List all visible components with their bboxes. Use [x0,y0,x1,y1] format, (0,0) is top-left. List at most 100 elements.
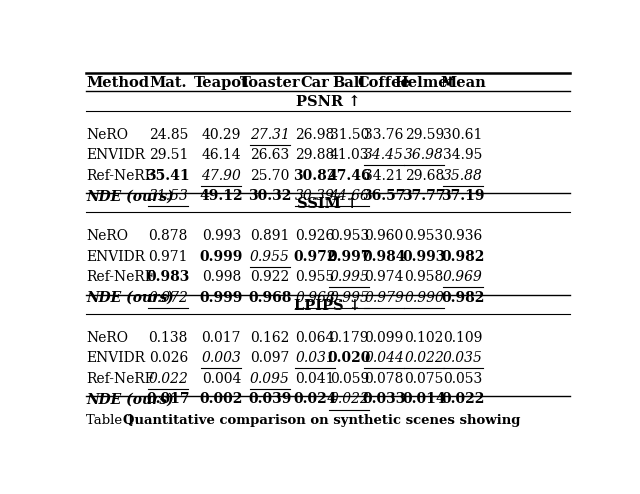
Text: NDE (ours): NDE (ours) [86,392,173,407]
Text: 41.03: 41.03 [330,148,369,162]
Text: Method: Method [86,76,149,89]
Text: 35.88: 35.88 [443,169,483,183]
Text: 35.41: 35.41 [147,169,190,183]
Text: 0.995: 0.995 [330,291,369,305]
Text: 0.017: 0.017 [202,331,241,345]
Text: 0.997: 0.997 [328,250,371,264]
Text: 0.955: 0.955 [296,270,335,285]
Text: 40.29: 40.29 [202,128,241,142]
Text: 30.39: 30.39 [295,189,335,204]
Text: Table 1.: Table 1. [86,414,147,427]
Text: NeRO: NeRO [86,331,128,345]
Text: 47.46: 47.46 [328,169,371,183]
Text: 0.971: 0.971 [148,250,188,264]
Text: 27.31: 27.31 [250,128,290,142]
Text: 30.61: 30.61 [444,128,483,142]
Text: 0.968: 0.968 [295,291,335,305]
Text: Ball: Ball [333,76,366,89]
Text: NeRO: NeRO [86,229,128,243]
Text: 0.162: 0.162 [250,331,290,345]
Text: Coffee: Coffee [358,76,410,89]
Text: 37.77: 37.77 [403,189,446,204]
Text: 0.958: 0.958 [404,270,444,285]
Text: 0.999: 0.999 [200,250,243,264]
Text: 0.022: 0.022 [148,372,188,386]
Text: 0.014: 0.014 [403,392,446,407]
Text: 0.095: 0.095 [250,372,290,386]
Text: 47.90: 47.90 [202,169,241,183]
Text: 0.982: 0.982 [441,291,484,305]
Text: 0.024: 0.024 [293,392,337,407]
Text: NDE (ours): NDE (ours) [86,291,173,305]
Text: Ref-NeRF: Ref-NeRF [86,270,154,285]
Text: 0.020: 0.020 [328,351,371,366]
Text: 0.960: 0.960 [364,229,404,243]
Text: 36.98: 36.98 [404,148,444,162]
Text: Mean: Mean [440,76,486,89]
Text: 0.033: 0.033 [362,392,406,407]
Text: 36.57: 36.57 [362,189,406,204]
Text: 34.21: 34.21 [364,169,404,183]
Text: 31.53: 31.53 [148,189,188,204]
Text: PSNR ↑: PSNR ↑ [296,95,360,109]
Text: 0.022: 0.022 [441,392,484,407]
Text: 0.099: 0.099 [364,331,404,345]
Text: 0.982: 0.982 [441,250,484,264]
Text: 0.004: 0.004 [202,372,241,386]
Text: 0.044: 0.044 [364,351,404,366]
Text: 0.983: 0.983 [147,270,190,285]
Text: 0.138: 0.138 [148,331,188,345]
Text: 0.097: 0.097 [250,351,290,366]
Text: 44.66: 44.66 [330,189,369,204]
Text: 0.059: 0.059 [330,372,369,386]
Text: 25.70: 25.70 [250,169,290,183]
Text: 0.984: 0.984 [362,250,406,264]
Text: 0.022: 0.022 [404,351,444,366]
Text: 0.990: 0.990 [404,291,444,305]
Text: 34.45: 34.45 [364,148,404,162]
Text: 0.955: 0.955 [250,250,290,264]
Text: Quantitative comparison on synthetic scenes showing: Quantitative comparison on synthetic sce… [123,414,520,427]
Text: ENVIDR: ENVIDR [86,250,145,264]
Text: Mat.: Mat. [150,76,187,89]
Text: ENVIDR: ENVIDR [86,351,145,366]
Text: Ref-NeRF: Ref-NeRF [86,372,154,386]
Text: 0.003: 0.003 [202,351,241,366]
Text: 0.002: 0.002 [200,392,243,407]
Text: LPIPS ↓: LPIPS ↓ [294,298,362,312]
Text: 0.891: 0.891 [250,229,290,243]
Text: 0.995: 0.995 [330,270,369,285]
Text: 0.017: 0.017 [147,392,190,407]
Text: 0.998: 0.998 [202,270,241,285]
Text: Toaster: Toaster [239,76,300,89]
Text: 0.064: 0.064 [296,331,335,345]
Text: 29.51: 29.51 [148,148,188,162]
Text: 29.59: 29.59 [404,128,444,142]
Text: 29.68: 29.68 [404,169,444,183]
Text: 0.053: 0.053 [444,372,483,386]
Text: 0.993: 0.993 [202,229,241,243]
Text: SSIM ↑: SSIM ↑ [298,197,358,211]
Text: 0.022: 0.022 [330,392,369,407]
Text: 0.969: 0.969 [443,270,483,285]
Text: 30.82: 30.82 [293,169,337,183]
Text: 0.102: 0.102 [404,331,444,345]
Text: 0.041: 0.041 [295,372,335,386]
Text: 0.953: 0.953 [404,229,444,243]
Text: 26.63: 26.63 [250,148,289,162]
Text: 30.32: 30.32 [248,189,292,204]
Text: NDE (ours): NDE (ours) [86,189,173,204]
Text: 0.039: 0.039 [248,392,292,407]
Text: 0.922: 0.922 [250,270,289,285]
Text: 0.993: 0.993 [403,250,446,264]
Text: 0.953: 0.953 [330,229,369,243]
Text: NeRO: NeRO [86,128,128,142]
Text: 0.078: 0.078 [364,372,404,386]
Text: 0.972: 0.972 [293,250,337,264]
Text: 34.95: 34.95 [444,148,483,162]
Text: 29.88: 29.88 [296,148,335,162]
Text: 0.109: 0.109 [444,331,483,345]
Text: 0.026: 0.026 [148,351,188,366]
Text: 37.19: 37.19 [441,189,484,204]
Text: Helmet: Helmet [394,76,454,89]
